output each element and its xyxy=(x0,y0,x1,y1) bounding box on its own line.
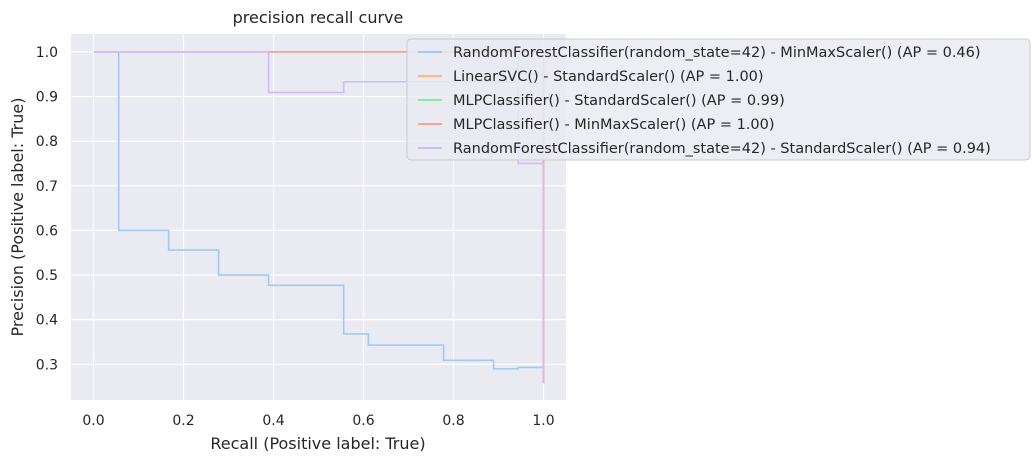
x-tick-label: 1.0 xyxy=(532,413,554,429)
legend: RandomForestClassifier(random_state=42) … xyxy=(406,38,1031,161)
legend-label-3: MLPClassifier() - StandardScaler() (AP =… xyxy=(453,93,785,109)
y-tick-label: 0.8 xyxy=(36,134,58,150)
series-line-5 xyxy=(93,51,545,384)
x-tick-label: 0.2 xyxy=(172,413,194,429)
y-tick-label: 0.5 xyxy=(36,268,58,284)
chart-title: precision recall curve xyxy=(233,8,404,27)
legend-label-4: MLPClassifier() - MinMaxScaler() (AP = 1… xyxy=(453,117,775,133)
y-axis-label: Precision (Positive label: True) xyxy=(8,98,27,337)
legend-box xyxy=(406,38,1031,161)
legend-label-1: RandomForestClassifier(random_state=42) … xyxy=(453,45,981,61)
y-tick-label: 0.7 xyxy=(36,179,58,195)
y-tick-label: 1.0 xyxy=(36,45,58,61)
series-line-1 xyxy=(93,51,545,384)
legend-label-2: LinearSVC() - StandardScaler() (AP = 1.0… xyxy=(453,69,764,85)
x-axis-label: Recall (Positive label: True) xyxy=(210,434,425,453)
y-tick-label: 0.9 xyxy=(36,89,58,105)
x-tick-label: 0.8 xyxy=(442,413,464,429)
x-tick-label: 0.6 xyxy=(352,413,374,429)
y-tick-label: 0.6 xyxy=(36,223,58,239)
y-tick-label: 0.3 xyxy=(36,357,58,373)
x-tick-labels: 0.0 0.2 0.4 0.6 0.8 1.0 xyxy=(82,413,554,429)
y-tick-label: 0.4 xyxy=(36,313,58,329)
legend-label-5: RandomForestClassifier(random_state=42) … xyxy=(453,141,991,157)
x-tick-label: 0.4 xyxy=(262,413,284,429)
y-tick-labels: 0.3 0.4 0.5 0.6 0.7 0.8 0.9 1.0 xyxy=(36,45,58,373)
x-tick-label: 0.0 xyxy=(82,413,104,429)
